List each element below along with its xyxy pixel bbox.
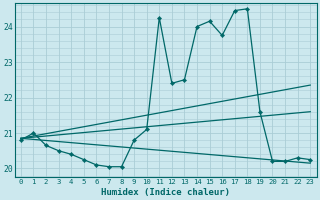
X-axis label: Humidex (Indice chaleur): Humidex (Indice chaleur) [101,188,230,197]
